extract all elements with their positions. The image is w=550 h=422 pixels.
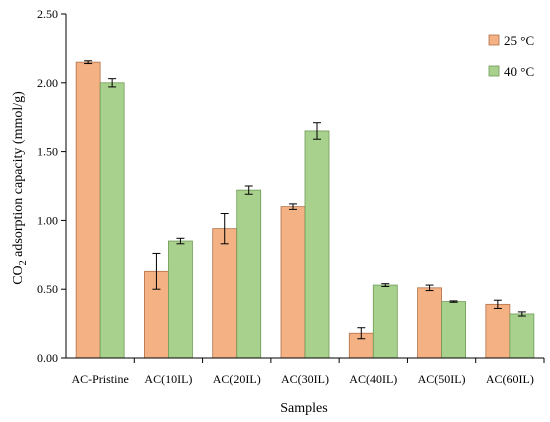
x-tick-label: AC(50IL) [418, 372, 466, 386]
y-tick-label: 1.50 [37, 145, 58, 159]
bar-40c [99, 82, 125, 359]
bar-25c [485, 303, 511, 359]
y-tick-label: 2.00 [37, 76, 58, 90]
bar-40c [236, 189, 262, 359]
bar-40c [304, 130, 330, 359]
y-tick-label: 1.00 [37, 213, 58, 227]
bar-25c [75, 61, 101, 359]
y-tick-label: 0.50 [37, 282, 58, 296]
legend-swatch-25c [488, 34, 500, 46]
error-bars [84, 60, 526, 340]
y-tick-label: 2.50 [37, 7, 58, 21]
legend-label-25c: 25 °C [504, 33, 534, 48]
x-tick-label: AC(40IL) [349, 372, 397, 386]
x-tick-label: AC-Pristine [71, 372, 128, 386]
y-axis-title: CO2 adsorption capacity (mmol/g) [11, 91, 29, 285]
bar-25c [417, 287, 442, 359]
x-tick-label: AC(20IL) [213, 372, 261, 386]
x-tick-label: AC(60IL) [486, 372, 534, 386]
bar-40c [372, 284, 398, 359]
x-tick-label: AC(30IL) [281, 372, 329, 386]
bar-series [75, 61, 535, 359]
y-axis-ticks: 0.00 0.50 1.00 1.50 2.00 2.50 [37, 7, 66, 365]
bar-40c [168, 240, 193, 359]
legend: 25 °C 40 °C [488, 33, 534, 79]
legend-swatch-40c [488, 65, 500, 77]
bar-40c [441, 301, 466, 359]
x-axis-ticks: AC-Pristine AC(10IL) AC(20IL) AC(30IL) AC(40… [71, 358, 545, 386]
x-axis-title: Samples [280, 401, 327, 416]
y-tick-label: 0.00 [37, 351, 58, 365]
legend-label-40c: 40 °C [504, 64, 534, 79]
bar-25c [212, 228, 238, 359]
bar-25c [280, 206, 306, 359]
bar-40c [509, 313, 535, 359]
x-tick-label: AC(10IL) [144, 372, 192, 386]
